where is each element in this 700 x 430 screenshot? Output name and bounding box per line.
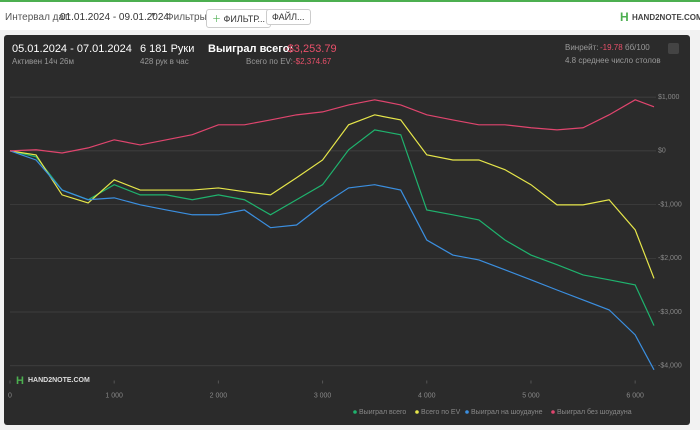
watermark: HAND2NOTE.COM: [28, 377, 90, 384]
y-tick-label: -$4,000: [658, 363, 682, 370]
x-tick-label: 6 000: [626, 392, 644, 399]
toolbar: Интервал дат: 01.01.2024 - 09.01.2024 ▼ …: [0, 0, 700, 30]
legend-marker: [465, 410, 469, 414]
avg-tables: 4.8 среднее число столов: [565, 56, 661, 65]
legend-item: Всего по EV: [415, 409, 461, 416]
ev-value: -$2,374.67: [293, 57, 332, 66]
series-line: [9, 99, 655, 154]
series-line: [9, 114, 655, 279]
legend-label: Всего по EV: [421, 409, 461, 416]
settings-icon[interactable]: [668, 43, 679, 54]
x-tick-label: 4 000: [418, 392, 436, 399]
period: 05.01.2024 - 07.01.2024: [12, 43, 132, 55]
legend-item: Выиграл на шоудауне: [465, 409, 543, 416]
interval-label: Интервал дат:: [5, 12, 72, 23]
x-tick-label: 5 000: [522, 392, 540, 399]
active-time: Активен 14ч 26м: [12, 57, 74, 66]
hands-per-hour: 428 рук в час: [140, 57, 189, 66]
won-label: Выиграл всего:: [208, 43, 294, 55]
filters-label: Фильтры:: [166, 12, 210, 23]
filter-button-text: ФИЛЬТР...: [223, 14, 266, 24]
x-tick-label: 2 000: [210, 392, 228, 399]
legend-marker: [551, 410, 555, 414]
filter-button[interactable]: ＋ ФИЛЬТР...: [206, 9, 272, 28]
hands: 6 181 Руки: [140, 43, 195, 55]
winrate-value: -19.78: [600, 43, 623, 52]
legend-label: Выиграл на шоудауне: [471, 409, 543, 416]
legend-item: Выиграл всего: [353, 409, 406, 416]
y-tick-label: $0: [658, 148, 666, 155]
legend-item: Выиграл без шоудауна: [551, 408, 632, 416]
y-tick-label: -$3,000: [658, 309, 682, 316]
ev-label: Всего по EV:: [246, 57, 293, 66]
series-line: [9, 150, 655, 371]
y-tick-label: -$2,000: [658, 255, 682, 262]
legend-label: Выиграл без шоудауна: [557, 408, 632, 416]
dropdown-arrow: ▼: [150, 12, 157, 19]
chart-panel: 05.01.2024 - 07.01.2024 Активен 14ч 26м …: [4, 35, 690, 425]
x-tick-label: 1 000: [105, 392, 123, 399]
file-button[interactable]: ФАЙЛ...: [266, 9, 311, 25]
legend-label: Выиграл всего: [359, 409, 406, 416]
logo-icon: H: [620, 10, 629, 24]
legend-marker: [415, 410, 419, 414]
x-tick-label: 0: [8, 392, 12, 399]
won-value: -$3,253.79: [284, 43, 337, 55]
winrate-unit: бб/100: [625, 43, 650, 52]
series-line: [9, 129, 655, 326]
y-tick-label: $1,000: [658, 94, 680, 101]
y-tick-label: -$1,000: [658, 201, 682, 208]
interval-select[interactable]: 01.01.2024 - 09.01.2024: [60, 12, 169, 23]
watermark-icon: H: [16, 375, 24, 387]
winrate-label: Винрейт:: [565, 43, 599, 52]
legend-marker: [353, 410, 357, 414]
logo: HAND2NOTE.COM: [632, 13, 700, 22]
x-tick-label: 3 000: [314, 392, 332, 399]
